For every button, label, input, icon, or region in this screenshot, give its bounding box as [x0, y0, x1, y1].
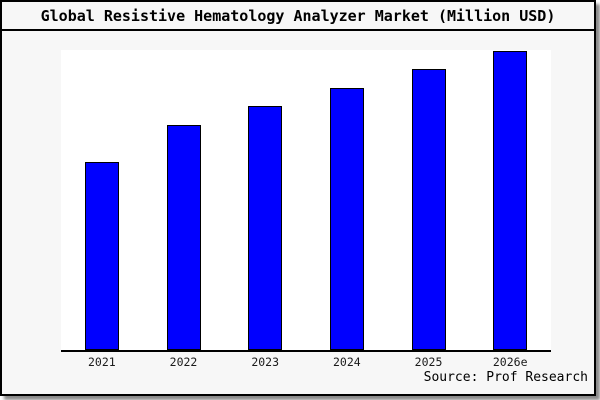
bars-container [61, 50, 551, 350]
x-tick-label-2023: 2023 [251, 355, 280, 369]
source-credit: Source: Prof Research [423, 370, 588, 385]
x-tick-label-2025: 2025 [414, 355, 443, 369]
chart-title: Global Resistive Hematology Analyzer Mar… [40, 6, 556, 25]
bar-slot-2023 [224, 50, 306, 350]
plot-area [61, 50, 551, 352]
bar-slot-2021 [61, 50, 143, 350]
x-tick-label-2024: 2024 [333, 355, 361, 369]
bar-2024 [329, 88, 364, 350]
x-tick-label-2021: 2021 [87, 355, 116, 369]
bar-slot-2025 [388, 50, 470, 350]
bar-2022 [166, 125, 201, 350]
x-axis-labels: 2021 2022 2023 2024 2025 2026e [61, 354, 551, 370]
chart-title-bar: Global Resistive Hematology Analyzer Mar… [2, 2, 594, 31]
bar-2025 [411, 69, 446, 350]
bar-2026e [493, 51, 528, 350]
x-tick-label-2026e: 2026e [492, 355, 528, 369]
bar-slot-2024 [306, 50, 388, 350]
bar-2021 [84, 162, 119, 350]
bar-slot-2026e [469, 50, 551, 350]
bar-2023 [248, 106, 283, 350]
bar-slot-2022 [143, 50, 225, 350]
x-tick-label-2022: 2022 [169, 355, 198, 369]
